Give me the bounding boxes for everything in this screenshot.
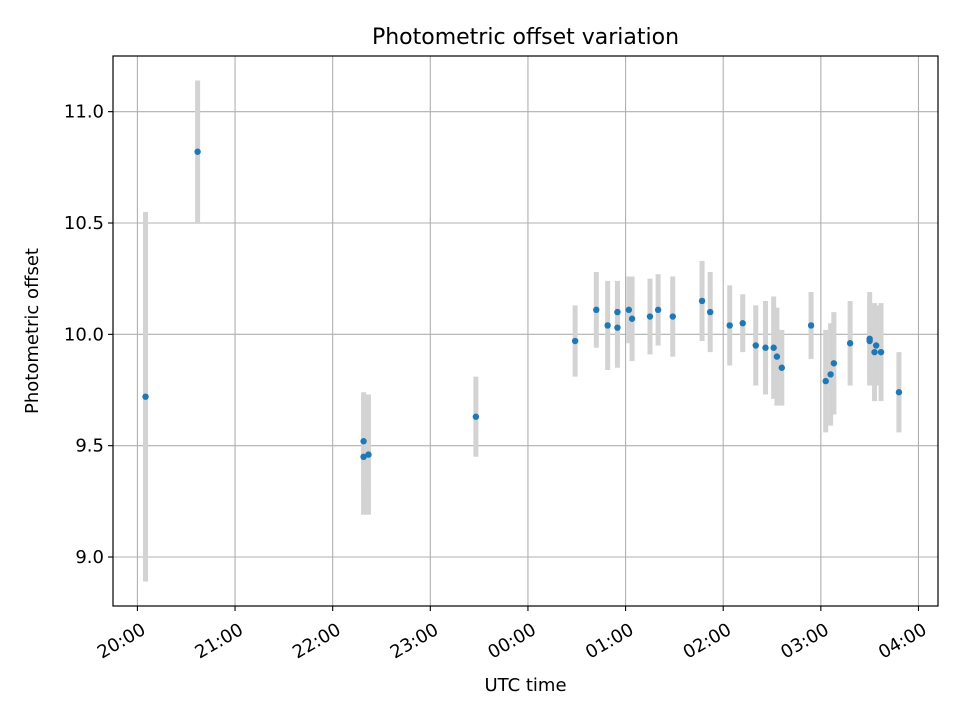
data-point: [872, 342, 880, 349]
data-point: [194, 148, 201, 155]
data-point: [770, 344, 777, 351]
y-axis-label: Photometric offset: [22, 248, 43, 414]
grid: [113, 56, 938, 606]
data-point: [846, 340, 854, 347]
y-tick-label: 9.5: [75, 436, 104, 457]
data-point: [739, 320, 746, 327]
data-point: [571, 337, 579, 345]
y-tick-label: 10.5: [64, 213, 104, 234]
data-point: [614, 308, 621, 316]
y-axis-ticks: 9.0 9.5 10.0 10.5 11.0: [64, 102, 113, 568]
data-point: [614, 324, 621, 331]
data-point: [698, 297, 706, 305]
data-point: [827, 371, 834, 378]
data-point: [871, 348, 878, 356]
data-point: [360, 438, 367, 445]
data-point: [762, 344, 769, 351]
data-point: [669, 313, 676, 320]
x-axis-label: UTC time: [484, 675, 566, 696]
data-point: [593, 306, 600, 314]
data-point: [895, 389, 903, 396]
y-tick-label: 11.0: [64, 102, 104, 123]
data-point: [360, 453, 367, 461]
data-point: [830, 360, 838, 367]
data-point: [365, 451, 372, 458]
data-point: [646, 313, 654, 320]
chart-title: Photometric offset variation: [372, 25, 679, 50]
data-point: [822, 377, 829, 385]
data-point: [472, 413, 480, 420]
data-point: [726, 322, 733, 329]
axes-frame: [112, 55, 939, 607]
data-points: [142, 148, 903, 461]
data-point: [778, 364, 785, 371]
data-point: [866, 337, 873, 345]
y-tick-label: 9.0: [75, 547, 104, 568]
data-point: [142, 393, 149, 400]
y-tick-label: 10.0: [64, 324, 104, 345]
data-point: [752, 342, 759, 349]
data-point: [654, 306, 662, 314]
data-point: [706, 308, 714, 316]
data-point: [628, 315, 636, 322]
data-point: [773, 353, 781, 360]
data-point: [604, 322, 611, 329]
data-point: [807, 322, 815, 329]
data-point: [625, 306, 633, 314]
data-point: [877, 348, 885, 356]
